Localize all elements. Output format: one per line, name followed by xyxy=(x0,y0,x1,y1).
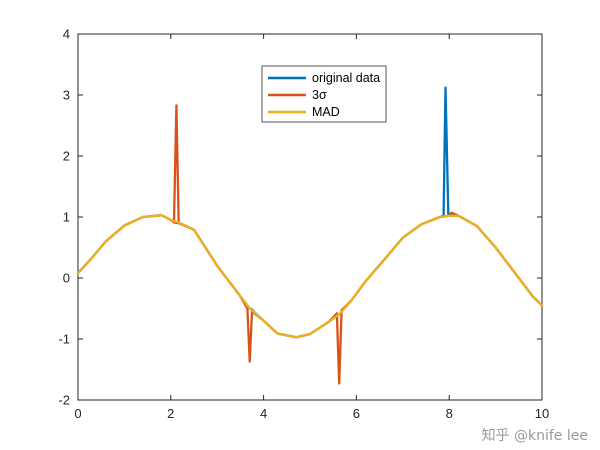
x-tick-label: 6 xyxy=(353,406,360,421)
x-tick-label: 0 xyxy=(74,406,81,421)
legend[interactable]: original data 3σ MAD xyxy=(261,65,387,123)
series-line-mad xyxy=(76,214,544,339)
legend-item-original-data[interactable]: original data xyxy=(268,71,380,85)
y-tick-label: -1 xyxy=(58,332,70,347)
series-layer xyxy=(76,86,544,385)
y-tick-label: -2 xyxy=(58,393,70,408)
legend-label-original-data: original data xyxy=(312,71,380,85)
y-tick-label: 1 xyxy=(63,210,70,225)
axis-ticks: 0 2 4 6 8 10 -2 -1 0 1 2 3 4 xyxy=(58,27,549,422)
legend-label-mad: MAD xyxy=(312,105,340,119)
watermark: 知乎 @knife lee xyxy=(482,427,588,444)
legend-item-mad[interactable]: MAD xyxy=(268,105,340,119)
x-tick-label: 4 xyxy=(260,406,267,421)
legend-label-3sigma: 3σ xyxy=(312,88,327,102)
y-tick-label: 3 xyxy=(63,88,70,103)
legend-item-3sigma[interactable]: 3σ xyxy=(268,88,327,102)
x-tick-label: 8 xyxy=(446,406,453,421)
y-tick-label: 4 xyxy=(63,27,70,42)
x-tick-label: 10 xyxy=(535,406,549,421)
y-tick-label: 2 xyxy=(63,149,70,164)
x-tick-label: 2 xyxy=(167,406,174,421)
y-tick-label: 0 xyxy=(63,271,70,286)
